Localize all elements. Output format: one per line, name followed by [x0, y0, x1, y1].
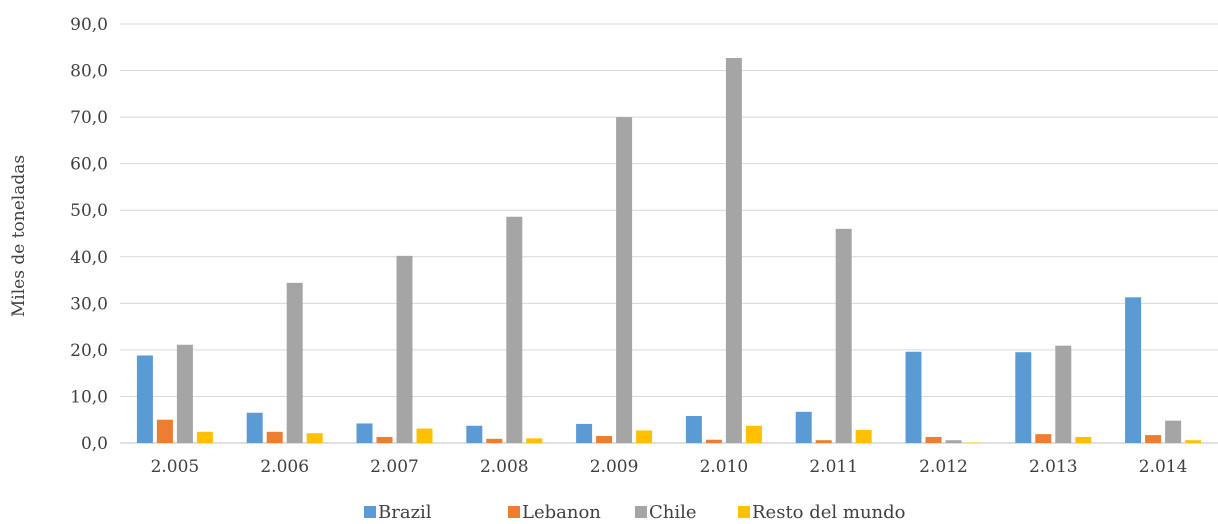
bar-brazil: [795, 411, 812, 443]
bar-chile: [396, 255, 413, 443]
bar-lebanon: [596, 436, 613, 443]
y-tick-label: 90,0: [70, 15, 108, 35]
legend-label: Lebanon: [522, 502, 601, 523]
bar-resto-del-mundo: [1185, 440, 1202, 443]
x-tick-label: 2.011: [809, 457, 858, 477]
x-tick-label: 2.006: [260, 457, 309, 477]
bar-chile: [945, 440, 962, 443]
bar-resto-del-mundo: [636, 430, 653, 443]
legend-swatch: [364, 506, 376, 518]
y-tick-label: 70,0: [70, 108, 108, 128]
bar-brazil: [1125, 297, 1142, 443]
bar-lebanon: [156, 419, 173, 443]
x-tick-label: 2.013: [1029, 457, 1078, 477]
y-tick-label: 60,0: [70, 155, 108, 175]
bar-resto-del-mundo: [416, 428, 433, 443]
legend-swatch: [635, 506, 647, 518]
bar-chile: [1165, 420, 1182, 443]
bar-brazil: [576, 423, 593, 443]
bar-brazil: [466, 425, 483, 443]
bar-brazil: [685, 415, 702, 443]
bar-resto-del-mundo: [306, 433, 323, 443]
legend-label: Brazil: [378, 502, 432, 523]
bar-lebanon: [705, 439, 722, 443]
bar-brazil: [136, 355, 153, 443]
y-tick-label: 50,0: [70, 201, 108, 221]
y-tick-label: 20,0: [70, 341, 108, 361]
bar-lebanon: [815, 440, 832, 443]
bar-chile: [835, 228, 852, 443]
y-axis-ticks: 0,0 10,0 20,0 30,0 40,0 50,0 60,0 70,0 80,0 90,0: [70, 15, 108, 454]
y-tick-label: 30,0: [70, 294, 108, 314]
bar-resto-del-mundo: [526, 438, 543, 443]
legend: Brazil Lebanon Chile Resto del mundo: [364, 502, 906, 523]
legend-label: Resto del mundo: [752, 502, 906, 523]
y-tick-label: 40,0: [70, 248, 108, 268]
x-axis-ticks: 2.005 2.006 2.007 2.008 2.009 2.010 2.011 2.012…: [151, 457, 1188, 477]
bar-lebanon: [486, 438, 503, 443]
bar-chile: [506, 216, 523, 443]
x-tick-label: 2.009: [590, 457, 639, 477]
legend-swatch: [738, 506, 750, 518]
bar-brazil: [905, 351, 922, 443]
y-tick-label: 10,0: [70, 387, 108, 407]
legend-label: Chile: [649, 502, 697, 523]
x-tick-label: 2.010: [700, 457, 749, 477]
bar-chile: [725, 57, 742, 443]
bar-brazil: [246, 412, 263, 443]
bar-resto-del-mundo: [855, 429, 872, 443]
bar-lebanon: [376, 436, 393, 443]
gridlines: [120, 23, 1218, 444]
x-tick-label: 2.005: [151, 457, 200, 477]
bar-brazil: [356, 423, 373, 443]
y-tick-label: 80,0: [70, 62, 108, 82]
bar-lebanon: [925, 436, 942, 443]
bar-chile: [176, 344, 193, 443]
bar-chile: [1055, 345, 1072, 443]
bar-lebanon: [1145, 435, 1162, 443]
bar-resto-del-mundo: [745, 425, 762, 443]
y-tick-label: 0,0: [81, 434, 108, 454]
bar-lebanon: [266, 431, 283, 443]
y-axis-title: Miles de toneladas: [9, 155, 29, 317]
bar-chile: [286, 282, 303, 443]
bars: [136, 57, 1202, 443]
x-tick-label: 2.014: [1139, 457, 1188, 477]
bar-resto-del-mundo: [196, 431, 213, 443]
x-tick-label: 2.012: [919, 457, 968, 477]
x-tick-label: 2.007: [370, 457, 419, 477]
x-tick-label: 2.008: [480, 457, 529, 477]
bar-brazil: [1015, 352, 1032, 443]
bar-lebanon: [1035, 434, 1052, 443]
bar-chile: [616, 117, 633, 443]
legend-swatch: [508, 506, 520, 518]
bar-resto-del-mundo: [1075, 436, 1092, 443]
